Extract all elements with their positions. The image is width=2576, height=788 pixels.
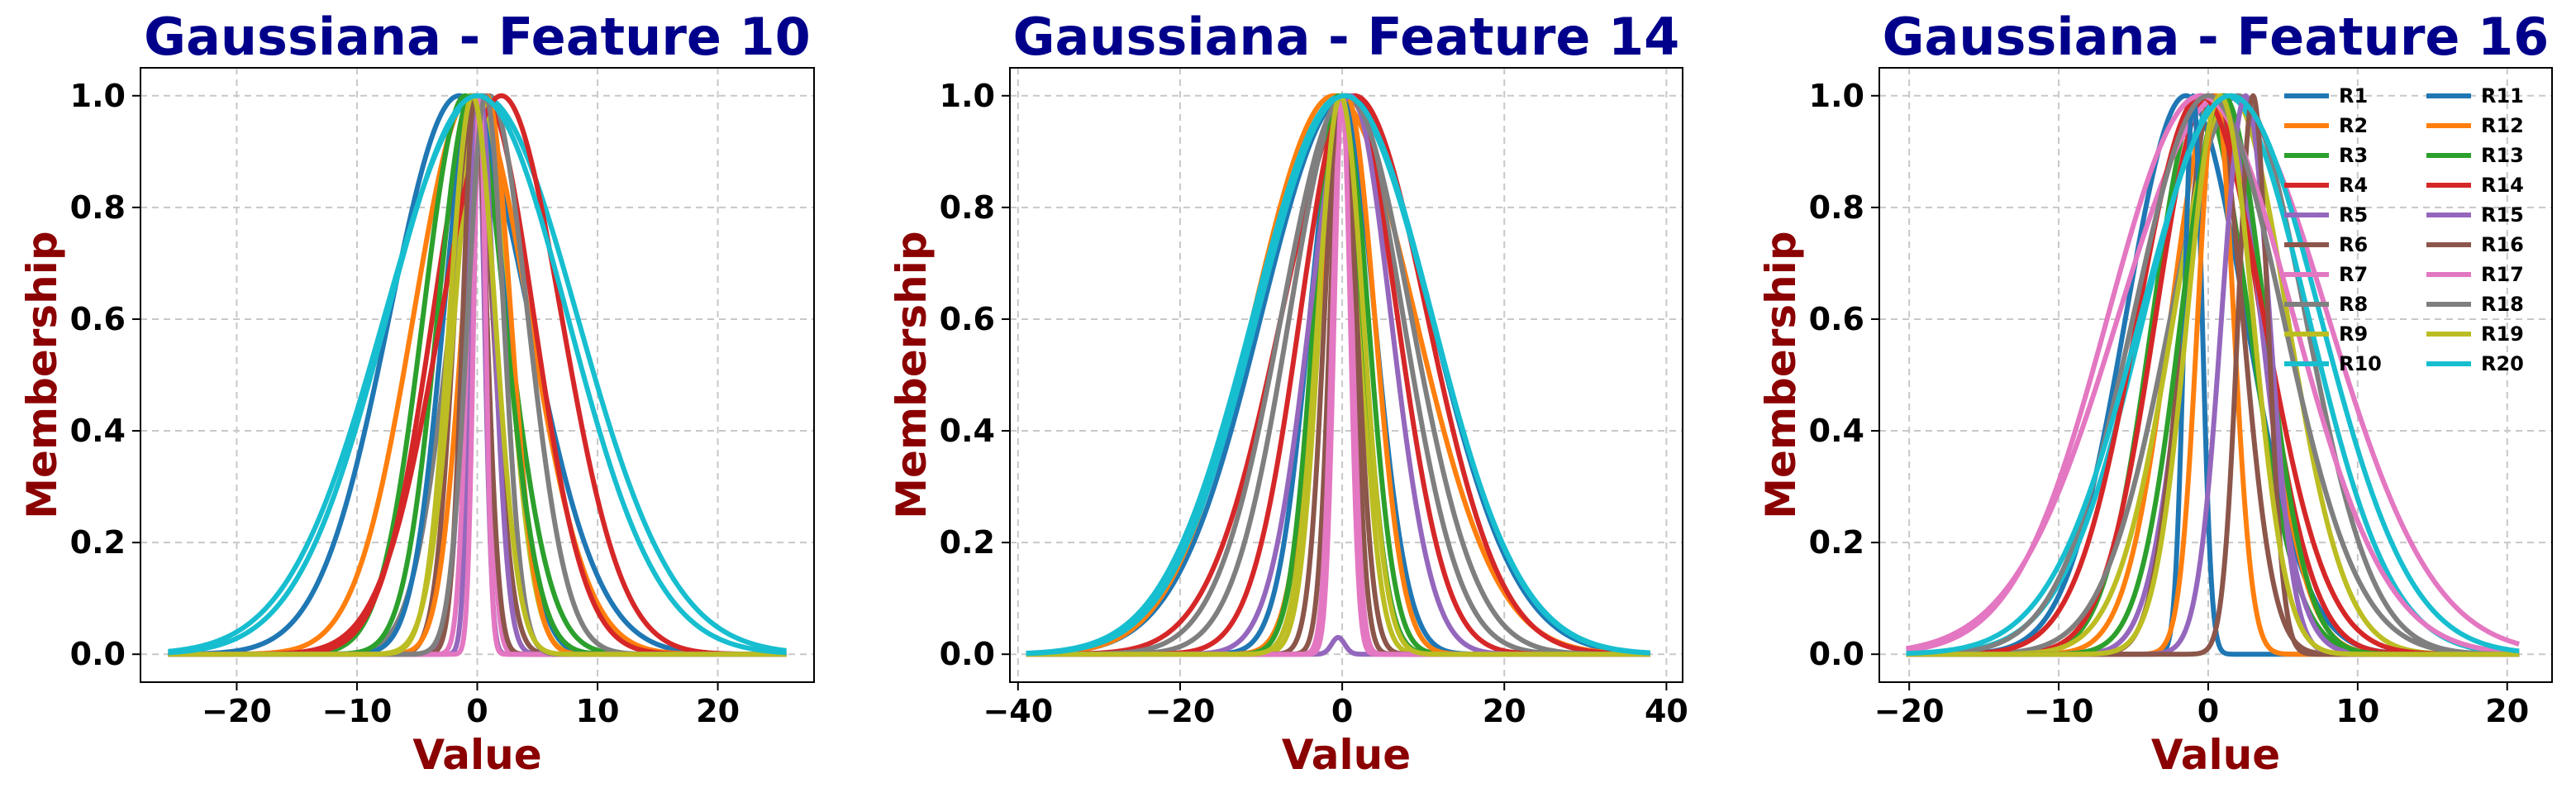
y-tick-label: 0.6 [1809,301,1864,337]
x-tick-label: −40 [983,693,1053,729]
y-axis-label: Membership [18,231,66,518]
y-tick-label: 0.6 [940,301,995,337]
y-tick-label: 0.0 [1809,636,1864,672]
legend-label: R6 [2339,233,2368,256]
series-group [1905,93,2521,657]
y-tick-label: 0.6 [70,301,126,337]
legend-label: R3 [2339,144,2368,167]
legend-label: R19 [2481,322,2524,346]
legend-label: R20 [2481,352,2524,375]
y-tick-label: 0.2 [70,524,126,561]
series-group [166,93,788,657]
series-R20 [1905,93,2521,657]
y-tick-label: 0.8 [70,189,126,226]
x-tick-label: −10 [2024,693,2094,729]
legend-label: R4 [2339,174,2368,197]
y-tick-label: 0.4 [1809,413,1864,449]
x-axis-label: Value [412,731,541,779]
legend-label: R17 [2481,263,2524,286]
y-tick-label: 0.2 [940,524,995,561]
y-tick-label: 0.2 [1809,524,1864,561]
series-R18 [1905,93,2521,657]
axes-frame [1009,67,1683,683]
legend-label: R2 [2339,114,2368,137]
legend-label: R5 [2339,203,2368,227]
chart-panel-2: −40 −20 0 20 40 0.0 0.2 0.4 0.6 0.8 1.0 Gaussiana -… [888,7,1688,779]
series-group [1025,93,1652,657]
series-R20 [1025,93,1652,657]
x-tick-label: −20 [1874,693,1945,729]
legend-label: R16 [2481,233,2524,256]
y-axis-label: Membership [1757,231,1805,518]
legend-label: R14 [2481,174,2524,197]
legend-label: R1 [2339,84,2368,107]
axes-frame [1878,67,2553,683]
legend-label: R12 [2481,114,2524,137]
series-R17 [1905,93,2521,656]
legend-label: R10 [2339,352,2382,375]
chart-title: Gaussiana - Feature 10 [144,7,811,67]
x-tick-label: 20 [696,693,740,729]
x-tick-label: 20 [2485,693,2529,729]
y-tick-label: 0.4 [70,413,126,449]
chart-title: Gaussiana - Feature 14 [1013,7,1680,67]
x-axis-label: Value [2151,731,2280,779]
x-tick-label: 40 [1645,693,1688,729]
series-R17 [1025,93,1652,657]
x-tick-label: 10 [576,693,620,729]
x-tick-label: −10 [322,693,393,729]
legend-label: R11 [2481,84,2524,107]
y-axis-label: Membership [888,231,936,518]
legend-label: R18 [2481,293,2524,316]
x-tick-label: −20 [202,693,272,729]
x-tick-label: 10 [2336,693,2379,729]
x-tick-label: −20 [1145,693,1216,729]
y-tick-label: 0.4 [940,413,995,449]
y-tick-label: 0.0 [70,636,126,672]
chart-panel-1: −20 −10 0 10 20 0.0 0.2 0.4 0.6 0.8 1.0 Gaussiana -… [18,7,815,779]
y-tick-label: 0.8 [1809,189,1864,226]
series-R20 [166,93,788,656]
x-axis-label: Value [1282,731,1411,779]
legend-label: R7 [2339,263,2368,286]
legend: R1 R2 R3 R4 R5 R6 R7 R8 R9 R10 R11 R12 R13 R14 R15 R16 R… [2284,84,2524,375]
series-R19 [166,93,788,657]
legend-label: R9 [2339,322,2368,346]
legend-label: R15 [2481,203,2524,227]
chart-title: Gaussiana - Feature 16 [1883,7,2550,67]
y-tick-label: 0.8 [940,189,995,226]
y-tick-label: 1.0 [70,78,126,114]
y-tick-label: 0.0 [940,636,995,672]
legend-label: R13 [2481,144,2524,167]
chart-panel-3: −20 −10 0 10 20 0.0 0.2 0.4 0.6 0.8 1.0 Gaussiana -… [1757,7,2553,779]
x-tick-label: 0 [466,693,488,729]
legend-label: R8 [2339,293,2368,316]
x-tick-label: 0 [2197,693,2219,729]
x-tick-label: 0 [1331,693,1353,729]
y-tick-label: 1.0 [940,78,995,114]
y-tick-label: 1.0 [1809,78,1864,114]
x-tick-label: 20 [1483,693,1526,729]
